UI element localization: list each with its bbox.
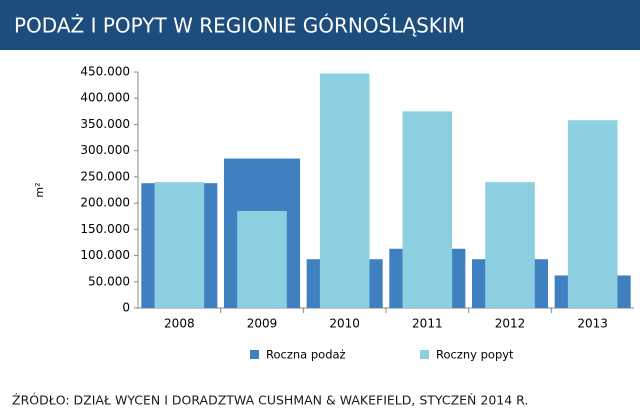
y-tick-label: 200.000 <box>80 196 130 210</box>
bar <box>237 210 287 308</box>
y-tick-label: 100.000 <box>80 248 130 262</box>
source: ŹRÓDŁO: DZIAŁ WYCEN I DORADZTWA CUSHMAN … <box>12 393 528 408</box>
x-tick-label: 2012 <box>495 317 526 331</box>
x-tick-label: 2011 <box>412 317 443 331</box>
title-bar <box>0 0 640 50</box>
chart-title: PODAŻ I POPYT W REGIONIE GÓRNOŚLĄSKIM <box>14 14 465 38</box>
y-tick-label: 150.000 <box>80 222 130 236</box>
y-tick-label: 50.000 <box>88 274 130 288</box>
y-tick-label: 0 <box>122 301 130 315</box>
x-tick-label: 2013 <box>577 317 608 331</box>
y-tick-label: 350.000 <box>80 117 130 131</box>
bar <box>319 73 370 308</box>
legend-label: Roczny popyt <box>436 348 514 362</box>
bar <box>154 182 205 308</box>
x-tick-label: 2009 <box>247 317 278 331</box>
y-tick-label: 450.000 <box>80 65 130 79</box>
bar <box>402 111 453 308</box>
bar <box>567 120 618 308</box>
y-tick-label: 300.000 <box>80 143 130 157</box>
x-tick-label: 2008 <box>164 317 195 331</box>
y-axis-label: m² <box>33 182 46 197</box>
legend-swatch <box>420 350 429 359</box>
bar <box>485 182 535 308</box>
legend-swatch <box>250 350 259 359</box>
legend-label: Roczna podaż <box>266 348 346 362</box>
x-tick-label: 2010 <box>329 317 360 331</box>
y-tick-label: 400.000 <box>80 91 130 105</box>
y-tick-label: 250.000 <box>80 169 130 183</box>
